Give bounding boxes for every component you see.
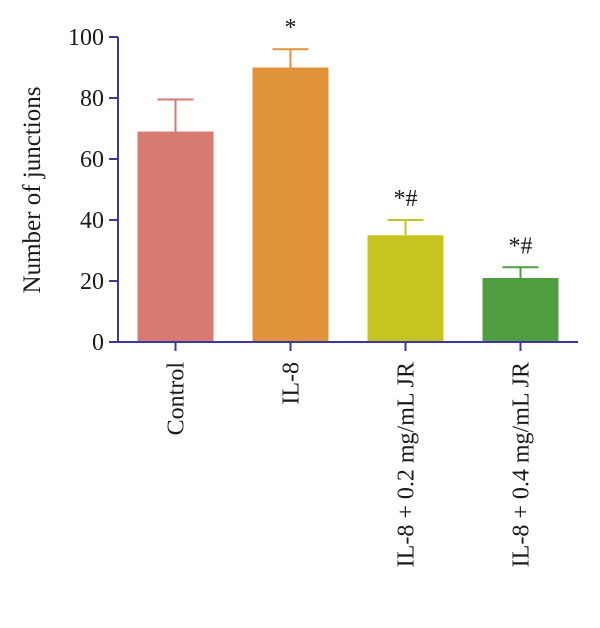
x-category-label: IL-8 + 0.4 mg/mL JR — [509, 362, 535, 567]
y-axis-title: Number of junctions — [19, 87, 46, 294]
x-category-label: Control — [164, 362, 190, 436]
significance-marker: *# — [509, 233, 533, 259]
x-category-label: IL-8 + 0.2 mg/mL JR — [394, 362, 420, 567]
x-category-label: IL-8 — [279, 362, 305, 405]
y-tick-label: 20 — [80, 269, 104, 295]
bar — [482, 277, 559, 342]
y-tick-label: 100 — [68, 25, 104, 51]
bar — [252, 67, 329, 342]
significance-marker: *# — [394, 186, 418, 212]
y-tick-label: 0 — [92, 330, 104, 356]
bar — [367, 235, 444, 342]
y-tick-label: 40 — [80, 208, 104, 234]
y-tick-label: 60 — [80, 147, 104, 173]
y-tick-label: 80 — [80, 86, 104, 112]
bar — [137, 131, 214, 342]
significance-marker: * — [285, 15, 297, 41]
